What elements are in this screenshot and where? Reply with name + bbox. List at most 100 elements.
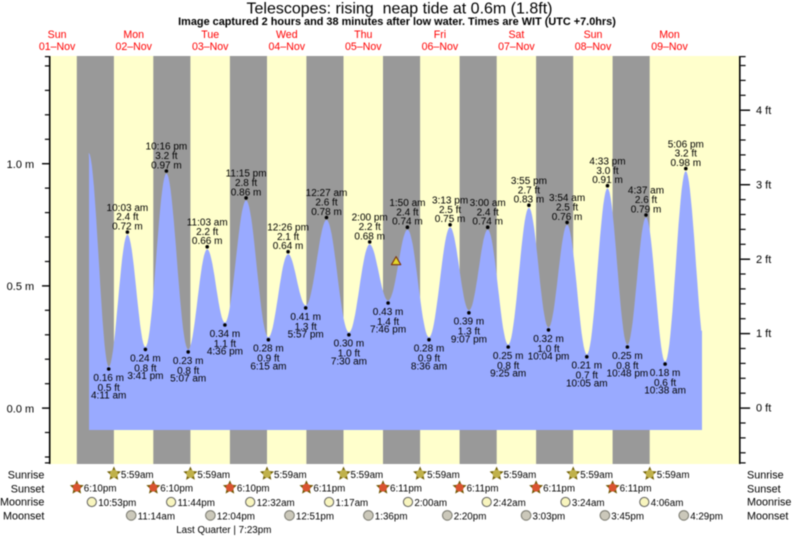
svg-text:06–Nov: 06–Nov [422, 41, 459, 53]
svg-text:7:30 am: 7:30 am [331, 356, 367, 367]
svg-text:3 ft: 3 ft [756, 179, 771, 191]
svg-text:6:11pm: 6:11pm [467, 484, 499, 495]
svg-text:2:20pm: 2:20pm [454, 511, 487, 522]
svg-text:4:29pm: 4:29pm [690, 511, 723, 522]
svg-text:0.75 m: 0.75 m [435, 214, 466, 225]
svg-text:5:06 pm: 5:06 pm [668, 139, 704, 150]
svg-text:2:42am: 2:42am [493, 498, 526, 509]
svg-text:2.8 ft: 2.8 ft [235, 178, 257, 189]
svg-text:03–Nov: 03–Nov [192, 41, 229, 53]
svg-text:2.7 ft: 2.7 ft [518, 185, 540, 196]
svg-text:0.74 m: 0.74 m [472, 217, 503, 228]
svg-text:0.32 m: 0.32 m [533, 334, 564, 345]
svg-text:0 ft: 0 ft [756, 403, 771, 415]
svg-text:05–Nov: 05–Nov [345, 41, 382, 53]
svg-text:5:59am: 5:59am [274, 470, 307, 481]
svg-text:0.41 m: 0.41 m [290, 312, 321, 323]
svg-text:5:59am: 5:59am [504, 470, 537, 481]
svg-text:0.30 m: 0.30 m [334, 339, 365, 350]
svg-text:Moonset: Moonset [747, 511, 788, 523]
svg-text:6:10pm: 6:10pm [160, 484, 193, 495]
svg-text:5:57 pm: 5:57 pm [288, 330, 324, 341]
svg-text:0.86 m: 0.86 m [231, 187, 262, 198]
svg-text:0.24 m: 0.24 m [130, 353, 161, 364]
svg-text:3:13 pm: 3:13 pm [432, 196, 468, 207]
svg-text:Image captured 2 hours and 38: Image captured 2 hours and 38 minutes af… [178, 16, 616, 28]
svg-text:4:06am: 4:06am [651, 498, 684, 509]
svg-text:Sunrise: Sunrise [747, 470, 784, 482]
svg-text:0.8 ft: 0.8 ft [177, 366, 199, 377]
svg-text:10:48 pm: 10:48 pm [607, 369, 649, 380]
svg-text:11:03 am: 11:03 am [187, 218, 228, 229]
svg-text:2:00am: 2:00am [414, 498, 447, 509]
svg-text:3.0 ft: 3.0 ft [596, 166, 618, 177]
svg-text:02–Nov: 02–Nov [115, 41, 152, 53]
svg-text:0.74 m: 0.74 m [392, 217, 423, 228]
svg-text:0.68 m: 0.68 m [354, 231, 385, 242]
svg-text:6:15 am: 6:15 am [250, 361, 286, 372]
svg-text:5:59am: 5:59am [427, 470, 460, 481]
svg-text:4:37 am: 4:37 am [628, 186, 664, 197]
svg-text:0.5 ft: 0.5 ft [98, 383, 120, 394]
svg-text:1.3 ft: 1.3 ft [295, 322, 317, 333]
svg-text:0.79 m: 0.79 m [631, 204, 662, 215]
svg-text:1:50 am: 1:50 am [389, 198, 425, 209]
svg-text:0.64 m: 0.64 m [273, 241, 304, 252]
svg-text:Sunrise: Sunrise [8, 470, 45, 482]
svg-text:1.0 ft: 1.0 ft [537, 344, 559, 355]
svg-text:9:25 am: 9:25 am [490, 369, 526, 380]
svg-text:2.4 ft: 2.4 ft [116, 212, 138, 223]
svg-text:12:26 pm: 12:26 pm [267, 222, 309, 233]
svg-text:Sun: Sun [48, 29, 67, 41]
svg-text:01–Nov: 01–Nov [39, 41, 76, 53]
svg-text:6:11pm: 6:11pm [543, 484, 575, 495]
svg-text:0.25 m: 0.25 m [612, 351, 643, 362]
svg-text:0.78 m: 0.78 m [311, 207, 342, 218]
svg-text:5:59am: 5:59am [351, 470, 384, 481]
svg-text:Tue: Tue [201, 29, 219, 41]
svg-text:1.0 m: 1.0 m [7, 159, 35, 171]
svg-text:1:36pm: 1:36pm [375, 511, 408, 522]
svg-text:0.28 m: 0.28 m [253, 344, 284, 355]
svg-text:2.2 ft: 2.2 ft [196, 227, 218, 238]
svg-text:5:59am: 5:59am [197, 470, 230, 481]
svg-text:Mon: Mon [123, 29, 144, 41]
svg-text:Thu: Thu [354, 29, 372, 41]
svg-text:6:11pm: 6:11pm [620, 484, 652, 495]
svg-text:0.6 ft: 0.6 ft [654, 378, 676, 389]
svg-text:0.25 m: 0.25 m [493, 351, 524, 362]
svg-text:4:33 pm: 4:33 pm [589, 156, 625, 167]
svg-text:0.72 m: 0.72 m [112, 222, 143, 233]
svg-text:0.5 m: 0.5 m [7, 281, 35, 293]
svg-text:0.91 m: 0.91 m [592, 175, 623, 186]
svg-text:3:55 pm: 3:55 pm [511, 176, 547, 187]
svg-text:0.9 ft: 0.9 ft [257, 354, 279, 365]
svg-text:5:07 am: 5:07 am [170, 374, 206, 385]
svg-text:1.3 ft: 1.3 ft [458, 327, 480, 338]
svg-text:09–Nov: 09–Nov [651, 41, 688, 53]
svg-text:0.8 ft: 0.8 ft [616, 361, 638, 372]
svg-text:10:38 am: 10:38 am [644, 386, 686, 397]
svg-text:12:04pm: 12:04pm [217, 511, 255, 522]
svg-text:8:36 am: 8:36 am [411, 361, 447, 372]
svg-text:11:44pm: 11:44pm [178, 498, 215, 509]
svg-text:07–Nov: 07–Nov [498, 41, 535, 53]
svg-text:10:53pm: 10:53pm [98, 498, 136, 509]
svg-text:1.0 ft: 1.0 ft [338, 349, 360, 360]
svg-text:1 ft: 1 ft [756, 328, 771, 340]
svg-text:10:05 am: 10:05 am [566, 378, 608, 389]
svg-text:3:00 am: 3:00 am [470, 198, 506, 209]
svg-text:6:11pm: 6:11pm [390, 484, 422, 495]
svg-text:Moonset: Moonset [3, 511, 44, 523]
svg-text:3:03pm: 3:03pm [533, 511, 566, 522]
svg-text:Moonrise: Moonrise [0, 497, 44, 509]
svg-text:0.8 ft: 0.8 ft [497, 361, 519, 372]
svg-text:0.0 m: 0.0 m [7, 403, 35, 415]
svg-text:04–Nov: 04–Nov [269, 41, 306, 53]
svg-text:Sunset: Sunset [747, 483, 781, 495]
svg-text:0.8 ft: 0.8 ft [134, 363, 156, 374]
svg-text:2:00 pm: 2:00 pm [352, 213, 388, 224]
svg-text:12:27 am: 12:27 am [306, 188, 348, 199]
svg-text:10:04 pm: 10:04 pm [528, 352, 570, 363]
svg-text:0.9 ft: 0.9 ft [418, 354, 440, 365]
